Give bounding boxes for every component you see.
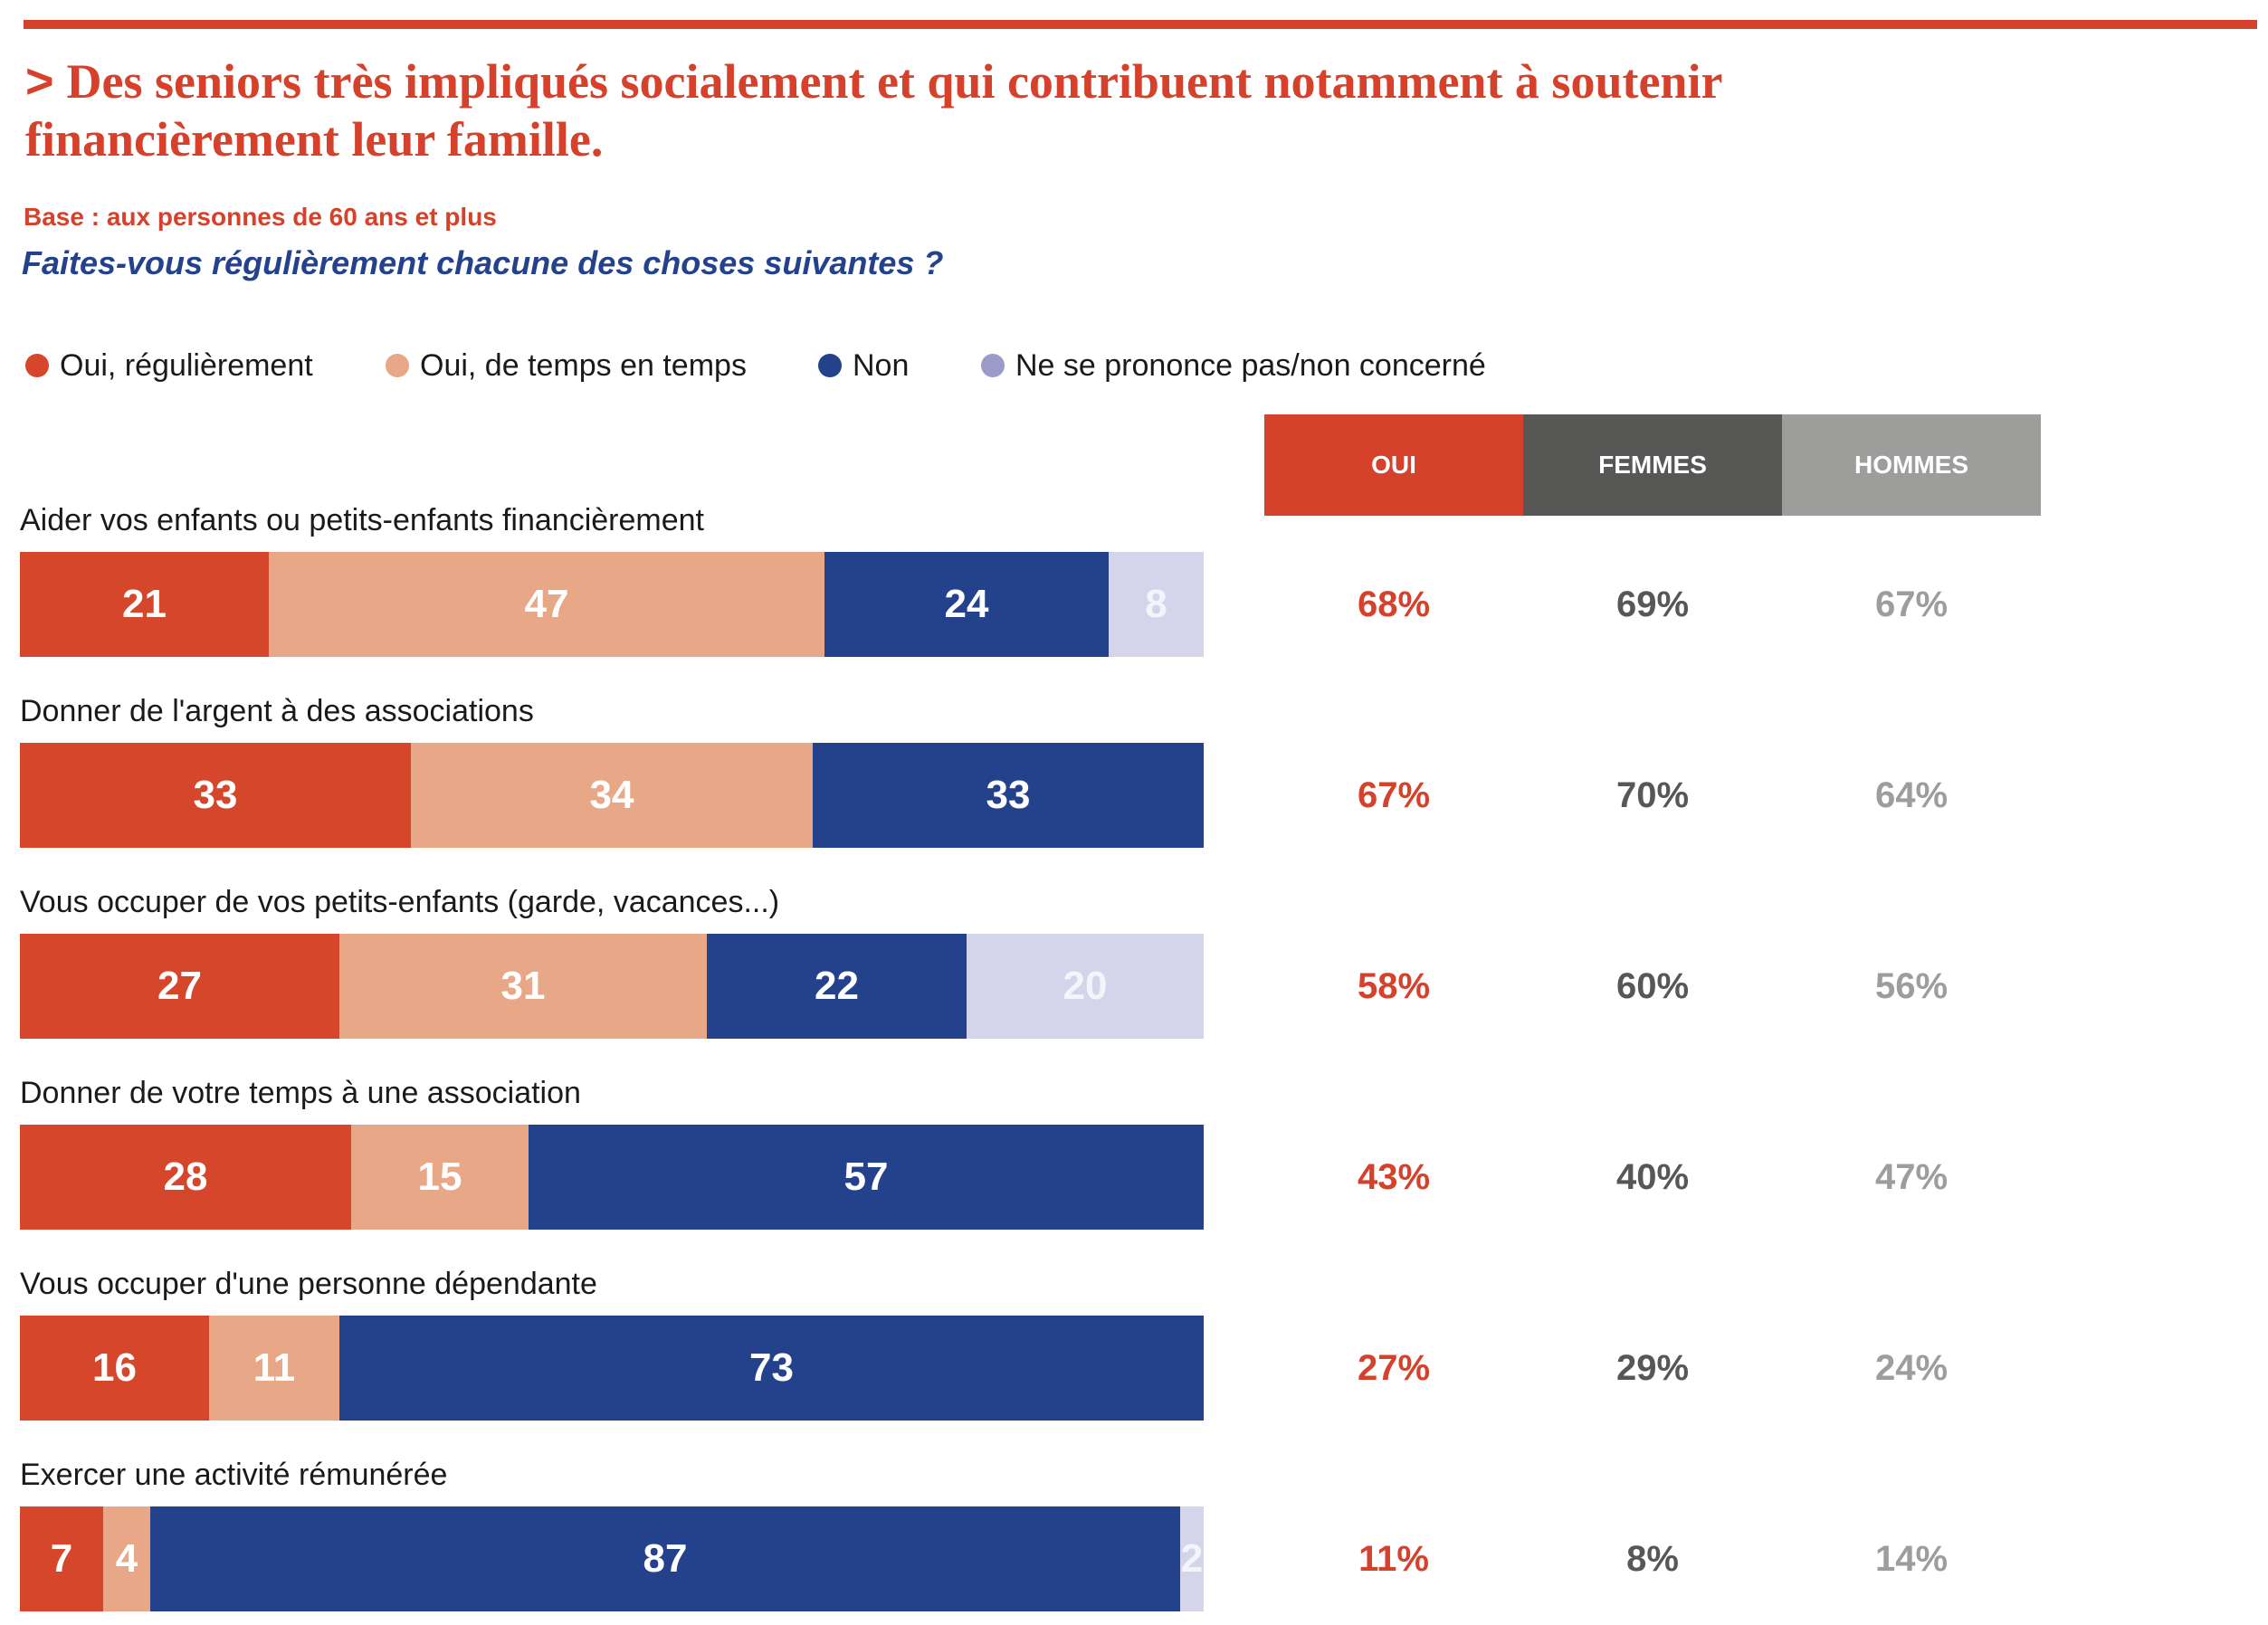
legend-item-ne-se-prononce-pas: Ne se prononce pas/non concerné	[981, 346, 1486, 385]
value-hommes: 67%	[1874, 584, 1949, 624]
legend-swatch-non	[818, 354, 842, 377]
row-label: Donner de l'argent à des associations	[20, 694, 534, 728]
row-label: Vous occuper d'une personne dépendante	[20, 1267, 597, 1301]
bar-row: 33 34 33	[20, 743, 1204, 848]
value-hommes: 64%	[1874, 775, 1949, 815]
bar-segment-oui-regulierement: 16	[20, 1316, 209, 1421]
column-header-femmes: FEMMES	[1523, 414, 1782, 516]
value-oui: 27%	[1357, 1348, 1431, 1388]
bar-segment-oui-de-temps-en-temps: 31	[339, 934, 707, 1039]
value-hommes: 56%	[1874, 966, 1949, 1006]
legend-item-non: Non	[818, 346, 909, 385]
row-label: Vous occuper de vos petits-enfants (gard…	[20, 885, 780, 919]
bar-segment-oui-regulierement: 33	[20, 743, 411, 848]
bar-segment-non: 33	[813, 743, 1204, 848]
value-oui: 43%	[1357, 1157, 1431, 1197]
value-femmes: 40%	[1615, 1157, 1690, 1197]
survey-question: Faites-vous régulièrement chacune des ch…	[22, 244, 944, 281]
legend-label-ne-se-prononce-pas: Ne se prononce pas/non concerné	[1015, 347, 1486, 383]
value-hommes: 47%	[1874, 1157, 1949, 1197]
row-label: Exercer une activité rémunérée	[20, 1458, 448, 1492]
bar-row: 27 31 22 20	[20, 934, 1204, 1039]
bar-segment-oui-de-temps-en-temps: 11	[209, 1316, 339, 1421]
bar-segment-non: 73	[339, 1316, 1204, 1421]
bar-segment-oui-regulierement: 21	[20, 552, 269, 657]
bar-row: 28 15 57	[20, 1125, 1204, 1230]
legend: Oui, régulièrement Oui, de temps en temps…	[25, 346, 1564, 385]
chart-title-text: Des seniors très impliqués socialement e…	[25, 54, 1722, 166]
bar-segment-non: 22	[707, 934, 967, 1039]
legend-label-non: Non	[853, 347, 910, 383]
bar-segment-oui-de-temps-en-temps: 4	[103, 1506, 150, 1611]
bar-segment-oui-de-temps-en-temps: 47	[269, 552, 824, 657]
column-header-hommes: HOMMES	[1782, 414, 2041, 516]
legend-swatch-ne-se-prononce-pas	[981, 354, 1005, 377]
bar-segment-oui-regulierement: 27	[20, 934, 339, 1039]
bar-segment-oui-regulierement: 7	[20, 1506, 103, 1611]
value-oui: 68%	[1357, 584, 1431, 624]
bar-segment-non: 24	[824, 552, 1109, 657]
bar-row: 7 4 87 2	[20, 1506, 1204, 1611]
value-oui: 58%	[1357, 966, 1431, 1006]
value-femmes: 69%	[1615, 584, 1690, 624]
bar-segment-ne-se-prononce-pas: 8	[1109, 552, 1204, 657]
bar-segment-oui-regulierement: 28	[20, 1125, 351, 1230]
legend-item-oui-de-temps-en-temps: Oui, de temps en temps	[386, 346, 747, 385]
value-femmes: 60%	[1615, 966, 1690, 1006]
top-rule	[24, 20, 2257, 29]
legend-swatch-oui-de-temps-en-temps	[386, 354, 409, 377]
chevron-right-icon: >	[25, 54, 54, 109]
legend-swatch-oui-regulierement	[25, 354, 49, 377]
legend-label-oui-regulierement: Oui, régulièrement	[60, 347, 313, 383]
chart-title: > Des seniors très impliqués socialement …	[25, 52, 1745, 168]
bar-segment-ne-se-prononce-pas: 2	[1180, 1506, 1204, 1611]
bar-row: 21 47 24 8	[20, 552, 1204, 657]
bar-segment-ne-se-prononce-pas: 20	[967, 934, 1204, 1039]
legend-label-oui-de-temps-en-temps: Oui, de temps en temps	[420, 347, 747, 383]
row-label: Donner de votre temps à une association	[20, 1076, 581, 1110]
column-header-oui: OUI	[1264, 414, 1523, 516]
value-femmes: 70%	[1615, 775, 1690, 815]
value-femmes: 8%	[1626, 1539, 1679, 1579]
bar-segment-non: 87	[150, 1506, 1180, 1611]
bar-row: 16 11 73	[20, 1316, 1204, 1421]
value-hommes: 24%	[1874, 1348, 1949, 1388]
base-note: Base : aux personnes de 60 ans et plus	[24, 203, 497, 231]
value-oui: 67%	[1357, 775, 1431, 815]
bar-segment-oui-de-temps-en-temps: 34	[411, 743, 813, 848]
row-label: Aider vos enfants ou petits-enfants fina…	[20, 503, 704, 537]
value-oui: 11%	[1358, 1539, 1429, 1579]
value-femmes: 29%	[1615, 1348, 1690, 1388]
legend-item-oui-regulierement: Oui, régulièrement	[25, 346, 313, 385]
bar-segment-oui-de-temps-en-temps: 15	[351, 1125, 529, 1230]
value-hommes: 14%	[1874, 1539, 1949, 1579]
bar-segment-non: 57	[529, 1125, 1204, 1230]
